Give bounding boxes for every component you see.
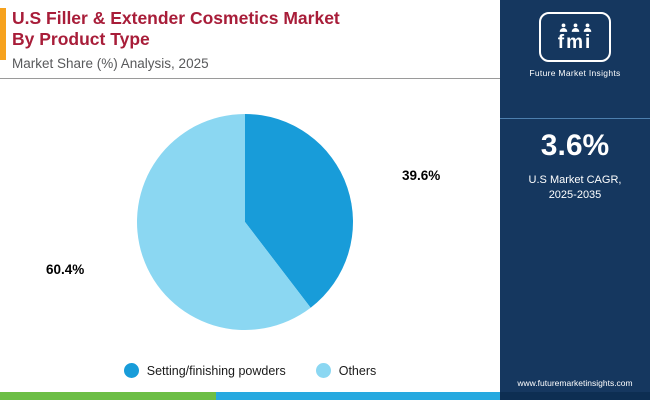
fmi-logo-caption: Future Market Insights — [529, 68, 621, 78]
fmi-logo: fmi — [539, 12, 611, 62]
cagr-value: 3.6% — [540, 129, 610, 162]
strip-segment-navy — [500, 392, 650, 400]
pie-data-label-primary: 39.6% — [402, 168, 441, 183]
header-divider — [0, 78, 500, 79]
page-title-line1: U.S Filler & Extender Cosmetics Market — [12, 8, 340, 28]
page-title-line2: By Product Type — [12, 29, 150, 50]
pie-slice — [137, 114, 311, 330]
person-icon — [583, 22, 591, 32]
legend-item-setting-finishing-powders: Setting/finishing powders — [123, 363, 286, 378]
brand-sidebar: fmi Future Market Insights 3.6% U.S Mark… — [500, 0, 650, 392]
website-url: www.futuremarketinsights.com — [517, 378, 633, 388]
fmi-logo-text: fmi — [557, 31, 593, 53]
cagr-label-line1: U.S Market CAGR, — [528, 174, 622, 186]
cagr-label: U.S Market CAGR, 2025-2035 — [529, 173, 622, 204]
chart-legend: Setting/finishing powders Others — [0, 363, 500, 378]
legend-label: Setting/finishing powders — [146, 363, 286, 378]
title-accent-bar — [0, 8, 6, 60]
person-icon — [559, 22, 567, 32]
pie-data-label-secondary: 60.4% — [46, 262, 85, 277]
person-icon — [571, 22, 579, 32]
sidebar-divider — [500, 118, 650, 119]
legend-item-others: Others — [315, 363, 377, 378]
bottom-accent-strip — [0, 392, 650, 400]
legend-dot-icon — [315, 363, 331, 378]
strip-segment-green — [0, 392, 216, 400]
page-subtitle: Market Share (%) Analysis, 2025 — [12, 55, 209, 71]
strip-segment-blue — [216, 392, 500, 400]
page-title: U.S Filler & Extender Cosmetics Market B… — [12, 8, 482, 51]
pie-chart-area: 39.6% 60.4% — [0, 80, 500, 360]
legend-label: Others — [338, 363, 377, 378]
pie-chart — [137, 114, 354, 330]
cagr-label-line2: 2025-2035 — [548, 189, 602, 202]
chart-panel: U.S Filler & Extender Cosmetics Market B… — [0, 8, 500, 378]
chart-header: U.S Filler & Extender Cosmetics Market B… — [12, 8, 482, 71]
pie-slice — [245, 114, 354, 308]
logo-people-icons — [559, 22, 592, 32]
legend-dot-icon — [123, 363, 139, 378]
